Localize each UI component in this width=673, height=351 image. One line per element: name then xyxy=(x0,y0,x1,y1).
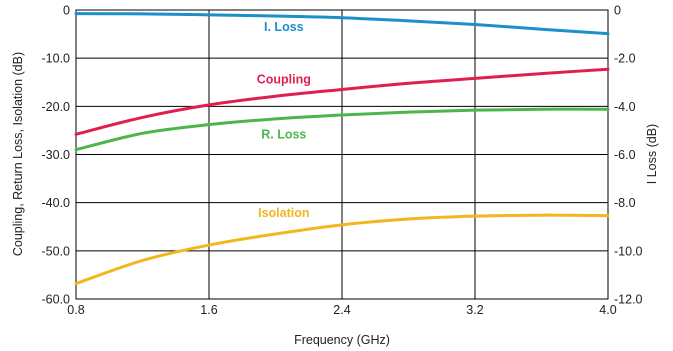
series-label-i-loss: I. Loss xyxy=(264,20,304,34)
series-label-r-loss: R. Loss xyxy=(261,127,306,141)
x-tick-label: 2.4 xyxy=(333,303,350,317)
left-axis-ticks: 0 -10.0 -20.0 -30.0 -40.0 -50.0 -60.0 xyxy=(42,4,71,307)
x-tick-label: 4.0 xyxy=(599,303,616,317)
x-tick-label: 3.2 xyxy=(466,303,483,317)
x-tick-label: 0.8 xyxy=(67,303,84,317)
y2-tick-label: -10.0 xyxy=(614,244,643,258)
right-axis-ticks: 0 -2.0 -4.0 -6.0 -8.0 -10.0 -12.0 xyxy=(614,4,643,307)
y-tick-label: -20.0 xyxy=(42,100,71,114)
y2-tick-label: -2.0 xyxy=(614,52,636,66)
y2-axis-label: I Loss (dB) xyxy=(645,124,659,184)
y-tick-label: -60.0 xyxy=(42,293,71,307)
y2-tick-label: -6.0 xyxy=(614,148,636,162)
y-tick-label: -10.0 xyxy=(42,52,71,66)
y-axis-label: Coupling, Return Loss, Isolation (dB) xyxy=(11,52,25,256)
y-tick-label: 0 xyxy=(63,4,70,18)
y2-tick-label: -4.0 xyxy=(614,100,636,114)
series-label-coupling: Coupling xyxy=(257,72,311,86)
y2-tick-label: -8.0 xyxy=(614,196,636,210)
series-label-isolation: Isolation xyxy=(258,206,309,220)
y-tick-label: -30.0 xyxy=(42,148,71,162)
y2-tick-label: 0 xyxy=(614,4,621,18)
y2-tick-label: -12.0 xyxy=(614,293,643,307)
x-tick-label: 1.6 xyxy=(200,303,217,317)
x-axis-ticks: 0.8 1.6 2.4 3.2 4.0 xyxy=(67,303,616,317)
x-axis-label: Frequency (GHz) xyxy=(294,333,390,347)
y-tick-label: -40.0 xyxy=(42,196,71,210)
y-tick-label: -50.0 xyxy=(42,244,71,258)
